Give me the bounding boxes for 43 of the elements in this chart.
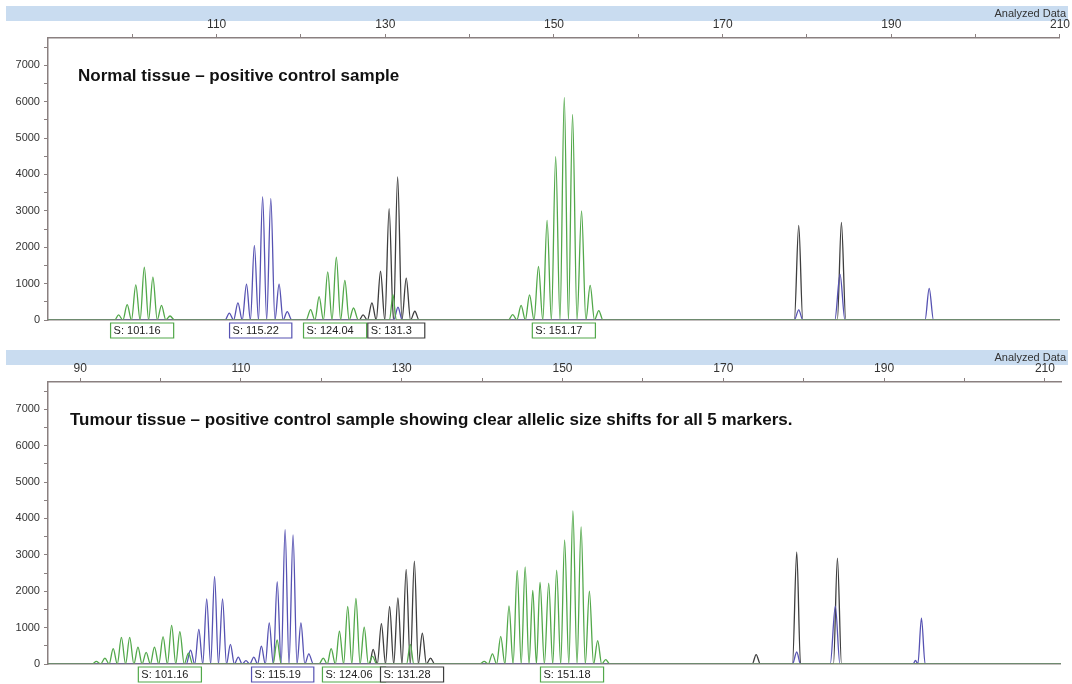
y-tick-label: 2000 [15, 584, 40, 597]
y-tick-label: 6000 [15, 94, 40, 107]
x-tick-label: 210 [1034, 361, 1056, 376]
text: Tumour tissue – positive control sample showing clear allelic size shifts for all 5 markers. [70, 409, 793, 429]
text: S: 124.06 [325, 668, 373, 681]
chart-subtitle: Analyzed Data [994, 350, 1066, 363]
x-tick-label: 190 [881, 17, 902, 32]
y-tick-label: 1000 [15, 276, 40, 289]
x-tick-label: 150 [552, 361, 573, 376]
y-tick-label: 0 [33, 313, 40, 326]
y-tick-label: 5000 [15, 475, 40, 488]
chart-subtitle: Analyzed Data [994, 6, 1066, 19]
y-tick-label: 3000 [15, 547, 40, 560]
text: S: 131.28 [383, 668, 431, 681]
y-tick-label: 4000 [15, 167, 40, 180]
x-tick-label: 130 [375, 17, 396, 32]
x-tick-label: 110 [207, 17, 227, 32]
text: S: 151.18 [543, 668, 591, 681]
x-tick-label: 110 [231, 361, 251, 376]
text: Normal tissue – positive control sample [78, 65, 400, 85]
x-tick-label: 130 [391, 361, 413, 376]
y-tick-label: 0 [33, 657, 40, 670]
text: S: 151.17 [535, 324, 583, 337]
y-tick-label: 2000 [15, 240, 40, 253]
x-tick-label: 150 [543, 17, 565, 32]
text: S: 131.3 [370, 324, 412, 337]
y-tick-label: 6000 [15, 438, 40, 451]
y-tick-label: 1000 [15, 620, 40, 633]
text: S: 124.04 [306, 324, 354, 337]
text: S: 115.22 [232, 324, 279, 337]
x-tick-label: 210 [1049, 17, 1071, 32]
x-tick-label: 170 [713, 361, 734, 376]
y-tick-label: 4000 [15, 511, 40, 524]
x-tick-label: 190 [874, 361, 895, 376]
y-tick-label: 5000 [15, 131, 40, 144]
x-tick-label: 90 [73, 361, 88, 376]
text: S: 101.16 [113, 324, 161, 337]
x-tick-label: 170 [712, 17, 733, 32]
text: S: 101.16 [141, 668, 189, 681]
text: S: 115.19 [254, 668, 301, 681]
y-tick-label: 7000 [15, 58, 40, 71]
y-tick-label: 7000 [15, 402, 40, 415]
y-tick-label: 3000 [15, 203, 40, 216]
